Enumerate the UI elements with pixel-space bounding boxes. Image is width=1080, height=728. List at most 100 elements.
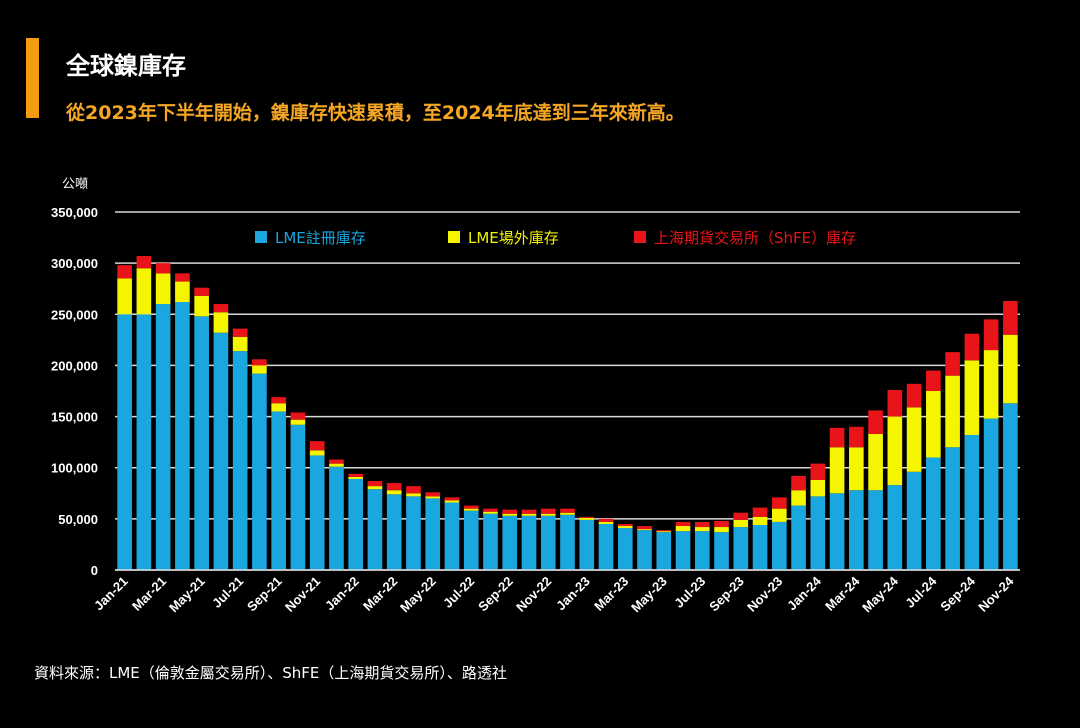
bar-segment-lme-registered <box>463 510 479 570</box>
bar-segment-shfe <box>752 507 768 517</box>
bar-segment-lme-registered <box>906 471 922 570</box>
bar-segment-lme-off-warrant <box>540 513 556 516</box>
bar-segment-lme-off-warrant <box>771 508 787 522</box>
bar-segment-lme-off-warrant <box>868 433 883 491</box>
bar-segment-lme-registered <box>329 466 344 570</box>
bar-segment-lme-off-warrant <box>617 526 633 529</box>
bar-segment-shfe <box>155 263 171 274</box>
bar-segment-lme-off-warrant <box>406 493 421 497</box>
bar-segment-lme-registered <box>213 332 229 570</box>
x-tick-label: Jan-24 <box>784 573 824 613</box>
bar-segment-shfe <box>502 509 518 514</box>
x-tick-label: Mar-24 <box>822 573 863 614</box>
bar-segment-shfe <box>926 370 941 391</box>
bar-segment-lme-off-warrant <box>329 463 344 467</box>
bar-segment-lme-off-warrant <box>656 531 672 533</box>
bar-segment-lme-off-warrant <box>945 375 960 448</box>
bar-segment-lme-off-warrant <box>1003 334 1018 404</box>
bar-segment-lme-registered <box>579 519 595 570</box>
bar-segment-lme-off-warrant <box>271 403 286 412</box>
x-tick-label: Sep-21 <box>244 574 285 615</box>
bar-segment-shfe <box>463 505 479 509</box>
bar-segment-shfe <box>521 509 537 514</box>
bar-segment-lme-registered <box>386 494 402 570</box>
x-tick-label: Jan-21 <box>91 574 131 614</box>
bar-segment-shfe <box>598 518 614 522</box>
bar-segment-shfe <box>714 520 729 528</box>
bar-segment-shfe <box>868 410 883 434</box>
x-tick-label: Jan-23 <box>553 574 593 614</box>
page-subtitle: 從2023年下半年開始，鎳庫存快速累積，至2024年底達到三年來新高。 <box>66 102 685 124</box>
bar-segment-lme-off-warrant <box>348 476 364 479</box>
bar-segment-shfe <box>367 481 383 487</box>
bar-segment-lme-registered <box>194 316 209 570</box>
y-tick-label: 250,000 <box>51 307 98 322</box>
x-tick-label: Sep-22 <box>475 574 516 615</box>
stacked-bar-chart: 0 50,000 100,000 150,000 200,000 250,000 300,0… <box>51 177 1020 616</box>
bar-segment-shfe <box>849 426 864 448</box>
bar-segment-shfe <box>252 359 267 366</box>
bar-segment-lme-off-warrant <box>560 512 575 515</box>
legend-swatch <box>255 231 267 243</box>
x-tick-label: Mar-23 <box>591 574 631 614</box>
bar-segment-lme-off-warrant <box>483 511 498 514</box>
bar-segment-lme-registered <box>637 530 652 570</box>
bar-segment-lme-registered <box>983 418 999 570</box>
bar-segment-shfe <box>771 497 787 509</box>
bar-segment-lme-off-warrant <box>926 391 941 458</box>
legend-label: LME註冊庫存 <box>275 229 366 247</box>
bar-segment-lme-off-warrant <box>117 278 132 315</box>
bar-segment-lme-registered <box>136 314 152 570</box>
bar-segment-lme-off-warrant <box>906 407 922 472</box>
bar-segment-lme-off-warrant <box>983 350 999 419</box>
bar-segment-lme-registered <box>675 531 691 570</box>
bar-segment-shfe <box>810 463 826 480</box>
bar-segment-lme-registered <box>483 513 498 570</box>
bar-segment-shfe <box>579 516 595 518</box>
bar-segment-shfe <box>945 352 960 376</box>
bar-segment-shfe <box>791 475 806 491</box>
bar-segment-lme-registered <box>560 514 575 570</box>
x-tick-label: May-24 <box>859 573 901 615</box>
x-tick-label: Nov-24 <box>975 573 1017 615</box>
bar-segment-lme-registered <box>232 351 248 570</box>
bar-segment-lme-off-warrant <box>791 490 806 506</box>
bar-segment-lme-off-warrant <box>386 490 402 495</box>
bar-segment-lme-off-warrant <box>463 508 479 511</box>
bar-segment-shfe <box>675 521 691 527</box>
bar-segment-lme-off-warrant <box>194 295 209 317</box>
bar-segment-shfe <box>309 441 325 451</box>
y-tick-label: 350,000 <box>51 205 98 220</box>
bar-segment-shfe <box>560 508 575 513</box>
bars <box>117 255 1018 570</box>
bar-segment-lme-registered <box>849 490 864 570</box>
bar-segment-lme-registered <box>155 304 171 570</box>
bar-segment-lme-registered <box>598 523 614 570</box>
bar-segment-lme-off-warrant <box>694 527 710 532</box>
source-note: 資料來源：LME（倫敦金屬交易所）、ShFE（上海期貨交易所）、路透社 <box>34 664 507 682</box>
y-tick-label: 0 <box>91 563 98 578</box>
bar-segment-lme-registered <box>252 373 267 570</box>
bar-segment-shfe <box>964 333 980 361</box>
x-tick-label: Jul-21 <box>209 574 246 611</box>
x-tick-label: Sep-23 <box>706 574 747 615</box>
bar-segment-lme-off-warrant <box>521 513 537 516</box>
bar-segment-lme-registered <box>367 489 383 570</box>
x-tick-label: Jul-23 <box>671 574 708 611</box>
bar-segment-lme-off-warrant <box>675 526 691 532</box>
legend-swatch <box>634 231 646 243</box>
bar-segment-lme-off-warrant <box>714 527 729 533</box>
bar-segment-lme-registered <box>175 302 190 570</box>
bar-segment-lme-off-warrant <box>502 513 518 516</box>
legend-label: 上海期貨交易所（ShFE）庫存 <box>654 229 856 247</box>
bar-segment-shfe <box>637 526 652 530</box>
x-tick-label: May-21 <box>166 574 208 616</box>
bar-segment-lme-registered <box>502 515 518 570</box>
x-tick-label: May-22 <box>397 574 439 616</box>
bar-segment-lme-registered <box>771 521 787 570</box>
bar-segment-lme-registered <box>964 434 980 570</box>
bar-segment-lme-registered <box>540 515 556 570</box>
bar-segment-lme-off-warrant <box>752 516 768 525</box>
bar-segment-shfe <box>136 255 152 269</box>
